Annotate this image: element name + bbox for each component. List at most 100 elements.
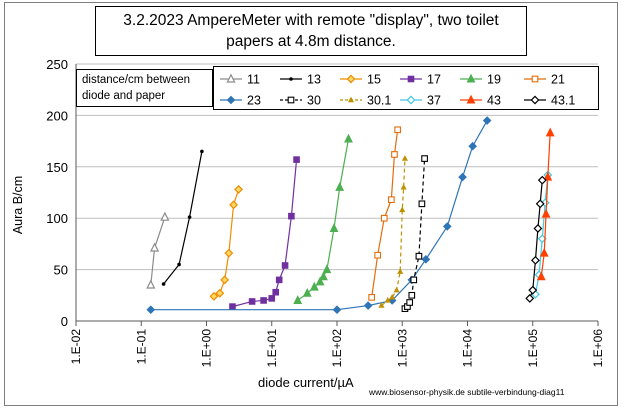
legend-marker bbox=[226, 95, 236, 105]
series-30 bbox=[401, 155, 428, 313]
legend-marker bbox=[407, 75, 415, 83]
data-point bbox=[332, 305, 342, 314]
data-point bbox=[535, 199, 545, 209]
x-tick-label: 1.E-01 bbox=[134, 329, 148, 365]
y-tick-label: 100 bbox=[46, 211, 68, 226]
legend-entry: 30.1 bbox=[340, 94, 391, 108]
data-point bbox=[378, 302, 385, 308]
data-point bbox=[234, 184, 244, 194]
y-tick-label: 0 bbox=[61, 314, 68, 329]
data-point bbox=[537, 175, 547, 185]
legend-marker bbox=[406, 95, 416, 105]
legend-label: 21 bbox=[551, 73, 565, 87]
data-point bbox=[539, 247, 549, 257]
data-point bbox=[187, 215, 192, 219]
series-line bbox=[163, 151, 203, 285]
data-point bbox=[418, 200, 426, 208]
data-point bbox=[397, 268, 404, 274]
chart-frame bbox=[4, 2, 618, 406]
legend-marker bbox=[226, 73, 236, 83]
data-point bbox=[146, 305, 156, 314]
data-point bbox=[421, 255, 431, 264]
data-point bbox=[528, 285, 538, 295]
data-point bbox=[389, 293, 396, 300]
chart-title-line-2: papers at 4.8m distance. bbox=[226, 33, 396, 50]
data-point bbox=[545, 127, 555, 137]
data-point bbox=[177, 262, 181, 267]
data-point bbox=[149, 242, 160, 252]
data-point bbox=[209, 291, 219, 301]
data-point bbox=[393, 286, 400, 293]
series-43 bbox=[536, 127, 555, 281]
y-tick-label: 200 bbox=[46, 108, 68, 123]
y-tick-label: 50 bbox=[54, 263, 68, 278]
legend-marker bbox=[531, 75, 539, 83]
data-point bbox=[531, 255, 540, 265]
series-17 bbox=[229, 156, 300, 310]
data-point bbox=[160, 211, 170, 221]
legend-marker bbox=[289, 77, 293, 81]
data-point bbox=[344, 133, 353, 143]
data-point bbox=[161, 282, 166, 286]
legend-label: 23 bbox=[247, 94, 261, 108]
data-point bbox=[458, 172, 467, 182]
data-point bbox=[272, 288, 280, 296]
data-point bbox=[329, 223, 339, 232]
legend-label: 13 bbox=[307, 73, 321, 87]
data-point bbox=[302, 287, 312, 297]
legend-entries: 11 13 15 17 19 21 23 30 30.1 37 43 43.1 bbox=[220, 73, 575, 108]
legend-label: 30 bbox=[307, 94, 321, 108]
data-point bbox=[394, 126, 401, 134]
data-point bbox=[363, 301, 373, 310]
legend-label: 43.1 bbox=[551, 94, 575, 108]
legend-label: 30.1 bbox=[367, 94, 391, 108]
footer-url: www.biosensor-physik.de subtile-verbindu… bbox=[369, 387, 565, 397]
series-line bbox=[232, 159, 298, 308]
series-15 bbox=[209, 184, 244, 301]
data-point bbox=[468, 141, 477, 151]
series-line bbox=[371, 129, 399, 298]
data-point bbox=[229, 200, 239, 210]
data-point bbox=[442, 222, 452, 231]
x-tick-label: 1.E+01 bbox=[265, 329, 279, 368]
data-point bbox=[482, 116, 492, 125]
tick-labels: 0 50 100 150 200 250 1.E-02 1.E-01 1.E+00 1.E+01 1… bbox=[46, 57, 605, 367]
data-point bbox=[288, 212, 295, 220]
data-point bbox=[421, 155, 428, 162]
x-tick-label: 1.E+04 bbox=[461, 329, 475, 368]
data-point bbox=[387, 196, 395, 204]
legend-entry: 15 bbox=[340, 73, 381, 87]
y-axis-label: Aura B/cm bbox=[11, 175, 25, 235]
legend-label: 15 bbox=[367, 73, 381, 87]
data-point bbox=[368, 294, 376, 301]
x-tick-label: 1.E-02 bbox=[69, 329, 83, 365]
legend-entry: 37 bbox=[400, 94, 441, 108]
data-point bbox=[380, 214, 388, 222]
legend-marker bbox=[346, 74, 356, 84]
data-point bbox=[401, 155, 409, 161]
x-tick-label: 1.E+05 bbox=[526, 329, 540, 368]
x-axis-label: diode current/µA bbox=[258, 375, 354, 390]
data-point bbox=[215, 288, 225, 298]
legend-marker bbox=[347, 96, 355, 103]
legend-marker bbox=[466, 94, 476, 104]
data-point bbox=[315, 276, 325, 286]
data-point bbox=[281, 262, 289, 269]
data-point bbox=[293, 295, 303, 304]
legend-entry: 43.1 bbox=[524, 94, 575, 108]
legend-title-line-1: distance/cm between bbox=[82, 74, 191, 86]
legend-marker bbox=[287, 96, 295, 104]
legend-entry: 21 bbox=[524, 73, 565, 87]
data-point bbox=[536, 271, 546, 281]
data-point bbox=[322, 264, 332, 274]
legend-marker bbox=[466, 73, 476, 83]
data-point bbox=[260, 297, 267, 304]
series-13 bbox=[161, 149, 204, 286]
legend-entry: 19 bbox=[460, 73, 501, 87]
data-point bbox=[391, 151, 398, 158]
x-tick-label: 1.E+03 bbox=[395, 329, 409, 368]
data-point bbox=[220, 275, 230, 285]
data-point bbox=[525, 293, 535, 303]
data-point bbox=[410, 276, 418, 284]
data-point bbox=[275, 276, 283, 284]
